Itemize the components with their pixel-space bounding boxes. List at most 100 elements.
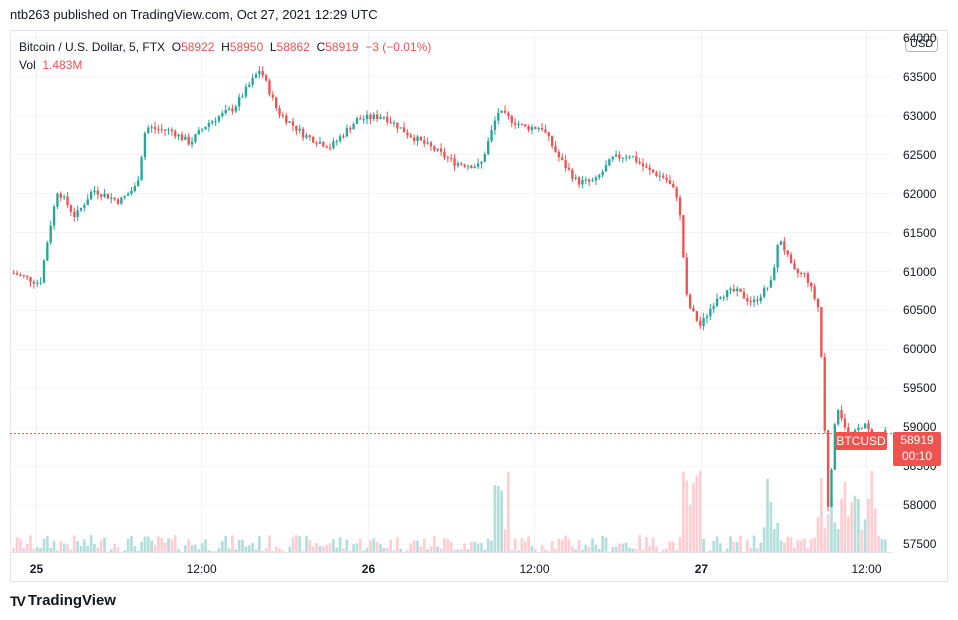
candle-body: [473, 166, 476, 169]
candle-body: [66, 196, 69, 206]
price-tick-label: 59500: [903, 381, 937, 396]
candle-body: [194, 134, 197, 142]
candle-body: [470, 165, 473, 169]
volume-bar: [355, 543, 359, 552]
candle-body: [749, 301, 752, 303]
candle-body: [860, 427, 863, 429]
candle-body: [174, 131, 177, 137]
volume-bar: [540, 545, 544, 552]
candle-body: [325, 146, 328, 148]
volume-bar: [342, 548, 345, 552]
candle-body: [42, 260, 46, 283]
candle-body: [561, 157, 564, 161]
volume-bar: [631, 548, 635, 552]
volume-bar: [634, 548, 638, 552]
volume-bar: [759, 542, 763, 552]
volume-bar: [833, 522, 837, 552]
candle-body: [699, 320, 702, 326]
volume-bar: [12, 547, 16, 552]
candle-body: [675, 187, 678, 198]
candle-body: [153, 127, 157, 130]
volume-bar: [146, 536, 150, 552]
candle-body: [487, 140, 490, 155]
candle-body: [204, 126, 207, 130]
candle-body: [234, 106, 237, 112]
candle-body: [396, 122, 399, 129]
volume-bar: [39, 548, 42, 552]
candle-body: [813, 286, 816, 299]
candle-body: [503, 110, 507, 113]
candle-body: [241, 96, 244, 98]
candle-body: [611, 156, 614, 160]
volume-bar: [86, 545, 90, 552]
volume-bar: [496, 486, 500, 552]
volume-bar: [503, 529, 507, 552]
volume-bar: [433, 536, 436, 552]
volume-bar: [190, 545, 194, 552]
candle-body: [638, 161, 641, 164]
candle-body: [180, 134, 184, 140]
price-tick-label: 61500: [903, 225, 937, 240]
candle-body: [786, 250, 789, 255]
time-axis[interactable]: [10, 552, 893, 583]
candle-body: [332, 141, 335, 148]
volume-bar: [143, 536, 147, 552]
volume-bar: [392, 550, 396, 552]
volume-bar: [335, 547, 339, 552]
plot-area[interactable]: [10, 30, 893, 552]
candle-body: [668, 180, 672, 184]
volume-bar: [661, 549, 665, 552]
candle-body: [429, 142, 433, 147]
volume-bar: [638, 535, 641, 552]
volume-bar: [470, 541, 473, 552]
symbol-label[interactable]: Bitcoin / U.S. Dollar, 5, FTX: [19, 40, 166, 54]
candle-body: [190, 141, 194, 145]
candle-body: [584, 179, 587, 181]
candle-body: [736, 288, 739, 292]
candle-body: [419, 136, 423, 141]
volume-bar: [130, 536, 133, 552]
publish-line: ntb263 published on TradingView.com, Oct…: [10, 7, 378, 22]
volume-bar: [298, 536, 302, 552]
candle-body: [211, 121, 214, 123]
close-label: C: [316, 40, 326, 54]
volume-bar: [846, 516, 850, 552]
volume-bar: [332, 539, 335, 552]
candle-body: [392, 122, 396, 124]
candle-body: [200, 129, 204, 131]
candle-body: [857, 427, 860, 431]
volume-bar: [281, 550, 285, 552]
tradingview-logo-icon: TV: [10, 592, 26, 609]
price-tick-label: 63000: [903, 108, 937, 123]
candle-body: [682, 215, 685, 258]
candle-body: [372, 114, 375, 120]
candle-body: [423, 140, 426, 144]
tradingview-footer[interactable]: TV TradingView: [10, 592, 116, 609]
price-tick-label: 60500: [903, 303, 937, 318]
volume-bar: [476, 543, 480, 552]
candle-body: [264, 75, 268, 81]
price-tick-label: 64000: [903, 30, 937, 45]
currency-badge[interactable]: USD: [905, 36, 939, 52]
candle-body: [837, 410, 840, 425]
price-tick-label: 63500: [903, 69, 937, 84]
volume-bar: [570, 546, 574, 552]
volume-bar: [305, 535, 308, 552]
candle-body: [416, 136, 419, 142]
volume-bar: [194, 544, 197, 552]
volume-bar: [167, 538, 170, 552]
volume-bar: [187, 539, 191, 552]
volume-bar: [547, 550, 551, 552]
volume-bar: [382, 547, 386, 552]
candle-body: [96, 190, 99, 195]
ohlc-row: Bitcoin / U.S. Dollar, 5, FTX O58922 H58…: [19, 38, 431, 56]
close-value: 58919: [325, 40, 359, 54]
candle-body: [729, 288, 732, 291]
candle-body: [530, 127, 534, 131]
candle-body: [833, 424, 837, 470]
volume-bar: [338, 537, 342, 552]
candle-body: [409, 135, 412, 138]
volume-bar: [99, 540, 103, 552]
volume-bar: [109, 549, 113, 552]
volume-bar: [665, 548, 668, 552]
